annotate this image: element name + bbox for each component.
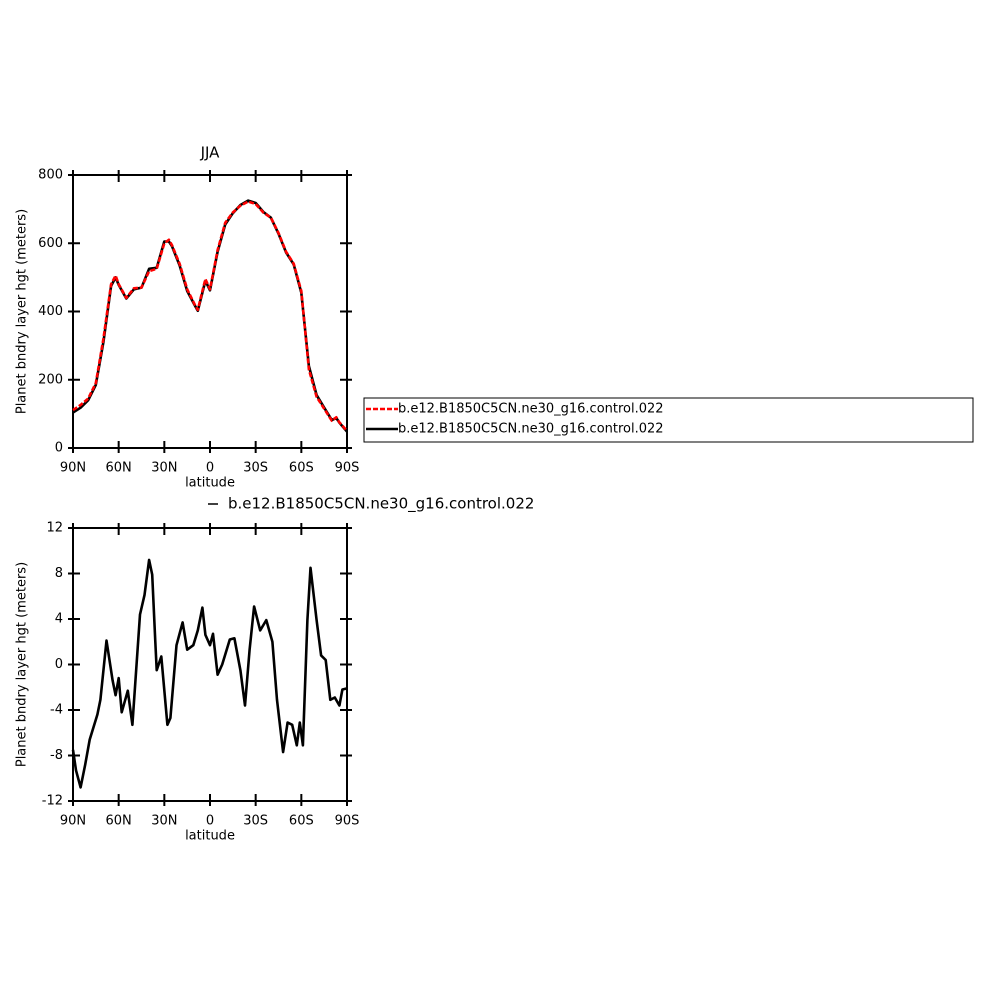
y-tick-label: 200 <box>38 372 63 387</box>
plot-frame <box>72 527 348 802</box>
legend-label: b.e12.B1850C5CN.ne30_g16.control.022 <box>398 422 664 437</box>
y-tick-label: -8 <box>50 748 63 763</box>
x-tick-label: 90N <box>60 814 86 829</box>
legend-label: b.e12.B1850C5CN.ne30_g16.control.022 <box>398 402 664 417</box>
y-axis-label: Planet bndry layer hgt (meters) <box>15 209 30 414</box>
x-axis-label: latitude <box>185 476 235 491</box>
y-tick-label: 4 <box>55 612 63 627</box>
y-tick-label: 8 <box>55 566 63 581</box>
chart-title: JJA <box>200 144 221 162</box>
x-tick-label: 0 <box>206 461 214 476</box>
y-tick-label: 400 <box>38 304 63 319</box>
series-line <box>72 200 348 432</box>
y-axis-label: Planet bndry layer hgt (meters) <box>15 562 30 767</box>
y-tick-label: -4 <box>50 703 63 718</box>
x-tick-label: 60N <box>106 461 132 476</box>
x-tick-label: 60N <box>106 814 132 829</box>
x-tick-label: 60S <box>289 814 314 829</box>
x-axis-label: latitude <box>185 829 235 844</box>
x-tick-label: 60S <box>289 461 314 476</box>
x-tick-label: 30S <box>243 814 268 829</box>
x-tick-label: 90S <box>335 814 360 829</box>
x-tick-label: 0 <box>206 814 214 829</box>
legend-label: b.e12.B1850C5CN.ne30_g16.control.022 <box>228 495 534 514</box>
y-tick-label: -12 <box>42 794 63 809</box>
legend-box <box>363 397 974 443</box>
x-tick-label: 30N <box>151 461 177 476</box>
y-tick-label: 800 <box>38 168 63 183</box>
series-line <box>71 558 348 789</box>
y-tick-label: 0 <box>55 657 63 672</box>
y-tick-label: 12 <box>46 521 63 536</box>
y-tick-label: 0 <box>55 441 63 456</box>
plot-frame <box>72 174 348 449</box>
x-tick-label: 30S <box>243 461 268 476</box>
series-line <box>72 199 348 433</box>
x-tick-label: 30N <box>151 814 177 829</box>
y-tick-label: 600 <box>38 236 63 251</box>
x-tick-label: 90N <box>60 461 86 476</box>
x-tick-label: 90S <box>335 461 360 476</box>
